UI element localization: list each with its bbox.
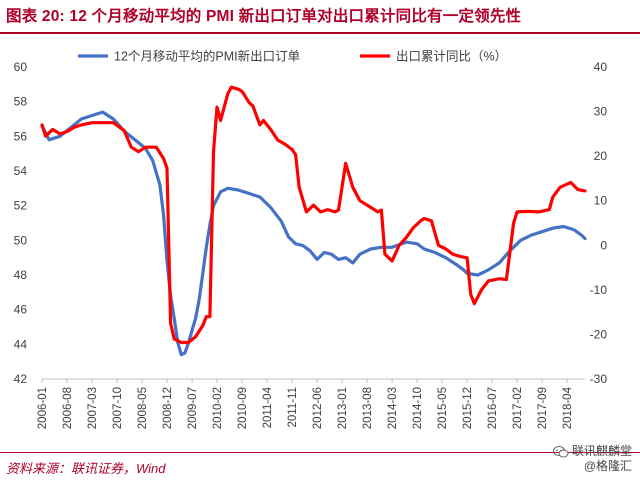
x-tick-label: 2017-02 <box>512 387 524 429</box>
y-left-tick-label: 48 <box>14 268 28 282</box>
y-left-tick-label: 46 <box>14 303 28 317</box>
x-tick-label: 2008-05 <box>137 387 149 429</box>
y-right-tick-label: 30 <box>594 105 608 119</box>
legend-label-export-yoy: 出口累计同比（%） <box>396 50 507 64</box>
title-divider <box>0 32 640 34</box>
source-note: 资料来源：联讯证券，Wind <box>6 461 166 476</box>
x-tick-label: 2015-05 <box>437 387 449 429</box>
source-divider <box>0 452 640 453</box>
watermark-site: @格隆汇 <box>583 459 632 473</box>
x-tick-label: 2017-09 <box>537 387 549 429</box>
wechat-icon <box>552 445 569 458</box>
series-line-export-yoy <box>40 85 587 345</box>
chart-legend: 12个月移动平均的PMI新出口订单 出口累计同比（%） <box>78 49 507 64</box>
legend-label-pmi-export-orders: 12个月移动平均的PMI新出口订单 <box>114 49 300 64</box>
x-tick-label: 2015-12 <box>462 387 474 429</box>
y-right-tick-label: -10 <box>590 283 608 297</box>
y-right-tick-label: 10 <box>594 194 608 208</box>
y-left-tick-label: 50 <box>14 233 28 247</box>
y-right-tick-label: 20 <box>594 149 608 163</box>
y-left-tick-label: 44 <box>14 337 28 351</box>
y-right-tick-label: 0 <box>600 238 607 252</box>
y-left-tick-label: 56 <box>14 129 28 143</box>
x-tick-label: 2016-07 <box>487 387 499 429</box>
y-right-tick-label: -20 <box>590 327 608 341</box>
x-tick-label: 2013-08 <box>362 387 374 429</box>
y-left-tick-label: 52 <box>14 199 28 213</box>
y-right-tick-label: 40 <box>594 60 608 74</box>
y-left-tick-label: 58 <box>14 95 28 109</box>
page-title: 图表 20: 12 个月移动平均的 PMI 新出口订单对出口累计同比有一定领先性 <box>6 8 522 25</box>
chart-axes: 42 44 46 48 50 52 54 56 58 60 -30 -20 -10 0 10 20 30 40 20… <box>14 60 608 429</box>
y-left-tick-label: 42 <box>14 372 28 386</box>
y-left-tick-label: 60 <box>14 60 28 74</box>
y-left-tick-label: 54 <box>14 164 28 178</box>
x-tick-label: 2018-04 <box>562 386 574 429</box>
x-tick-label: 2014-10 <box>412 387 424 429</box>
x-tick-label: 2014-03 <box>387 387 399 429</box>
watermark: 联讯麒麟堂 @格隆汇 <box>552 444 632 474</box>
chart-series-group <box>40 85 587 357</box>
dual-axis-line-chart: 12个月移动平均的PMI新出口订单 出口累计同比（%） 42 44 46 48 50 52 5… <box>14 49 608 430</box>
x-tick-label: 2012-06 <box>312 387 324 429</box>
x-tick-label: 2011-11 <box>287 387 299 428</box>
x-tick-label: 2010-02 <box>212 387 224 429</box>
x-tick-label: 2007-03 <box>87 387 99 429</box>
x-tick-label: 2011-04 <box>262 386 274 428</box>
x-tick-label: 2013-01 <box>337 387 349 429</box>
x-tick-label: 2006-08 <box>62 387 74 429</box>
x-tick-label: 2007-10 <box>112 387 124 429</box>
watermark-account: 联讯麒麟堂 <box>571 444 632 458</box>
series-line-pmi-export-orders <box>40 110 587 357</box>
y-right-tick-label: -30 <box>590 372 608 386</box>
x-tick-label: 2010-09 <box>237 387 249 429</box>
x-tick-label: 2008-12 <box>162 387 174 429</box>
x-tick-label: 2009-07 <box>187 387 199 429</box>
x-tick-label: 2006-01 <box>37 387 49 429</box>
